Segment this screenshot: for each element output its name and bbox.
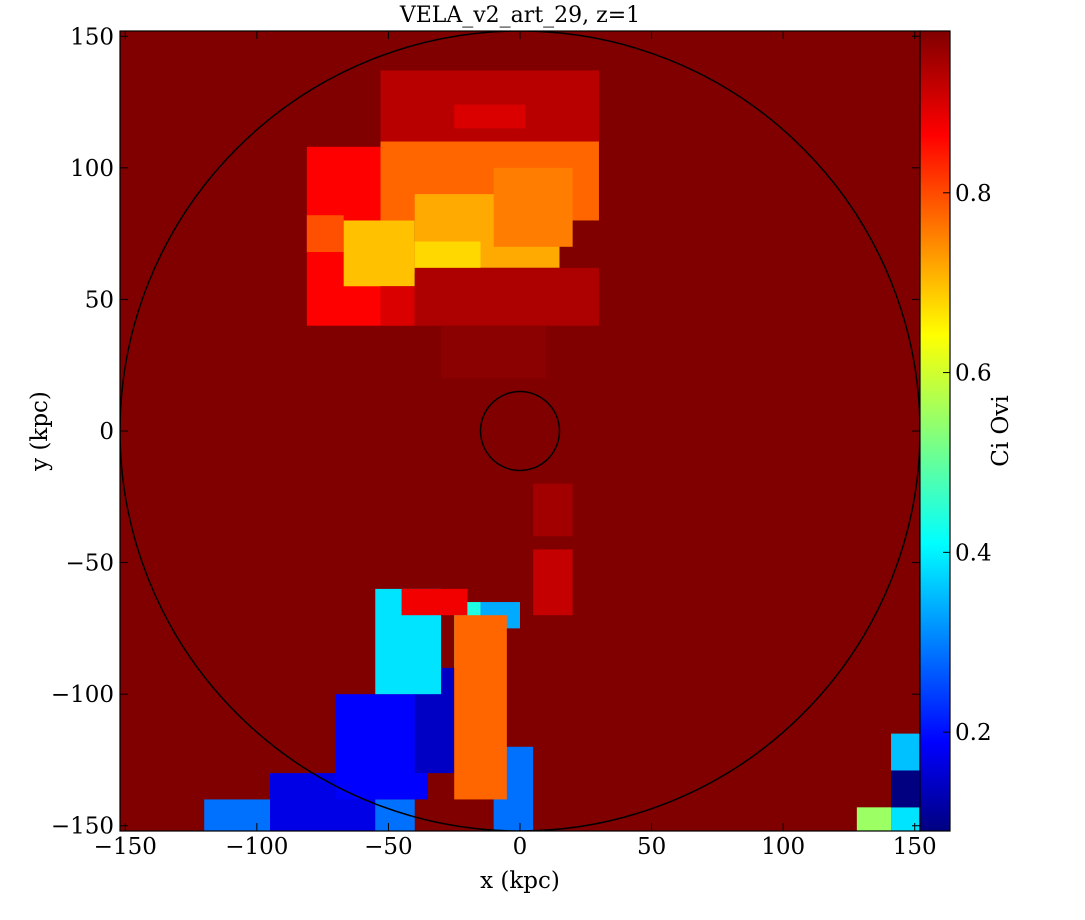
- y-tick-label: −100: [51, 682, 114, 708]
- y-tick-label: 100: [70, 156, 114, 182]
- x-tick-label: 100: [761, 834, 805, 860]
- heatmap-cell: [401, 588, 468, 616]
- heatmap-cell: [414, 267, 599, 326]
- heatmap-cell: [454, 104, 526, 129]
- heatmap-cell: [891, 733, 920, 771]
- x-tick-label: −150: [94, 834, 157, 860]
- y-tick-label: −50: [65, 551, 114, 577]
- heatmap-cell: [533, 549, 573, 616]
- heatmap-cell: [335, 694, 428, 800]
- heatmap-cell: [856, 807, 892, 831]
- colorbar-axis: 0.2 0.4 0.6 0.8: [943, 181, 992, 746]
- x-tick-label: 50: [637, 834, 666, 860]
- heatmap-regions: [204, 70, 920, 831]
- x-tick-label: 0: [513, 834, 528, 860]
- colorbar: [919, 30, 951, 832]
- virial-circles: [120, 31, 920, 831]
- x-axis: −150 −100 −50 0 50 100 150: [94, 31, 937, 860]
- x-tick-label: 150: [893, 834, 937, 860]
- y-tick-label: −150: [51, 814, 114, 840]
- x-tick-label: −50: [364, 834, 413, 860]
- colorbar-tick-label: 0.4: [955, 540, 992, 566]
- y-axis-title: y (kpc): [27, 391, 53, 472]
- heatmap-cell: [891, 770, 920, 808]
- y-tick-label: 50: [85, 287, 114, 313]
- radius-circle: [479, 390, 561, 472]
- colorbar-title: Ci Ovi: [988, 395, 1014, 466]
- heatmap-cell: [891, 807, 920, 831]
- chart-title: VELA_v2_art_29, z=1: [399, 3, 640, 28]
- colorbar-tick-label: 0.2: [955, 720, 992, 746]
- heatmap-cell: [343, 220, 415, 287]
- colorbar-tick-label: 0.6: [955, 361, 992, 387]
- heatmap-cell: [306, 215, 344, 253]
- heatmap-cell: [454, 615, 507, 800]
- heatmap-cell: [380, 286, 415, 326]
- heatmap-cell: [533, 483, 573, 537]
- x-tick-label: −100: [225, 834, 288, 860]
- x-axis-title: x (kpc): [480, 868, 560, 894]
- y-axis: −150 −100 −50 0 50 100 150: [51, 24, 920, 840]
- y-tick-label: 0: [99, 419, 114, 445]
- y-tick-label: 150: [70, 24, 114, 50]
- colorbar-tick-label: 0.8: [955, 181, 992, 207]
- heatmap-cell: [493, 167, 573, 247]
- heatmap-cell: [441, 325, 547, 379]
